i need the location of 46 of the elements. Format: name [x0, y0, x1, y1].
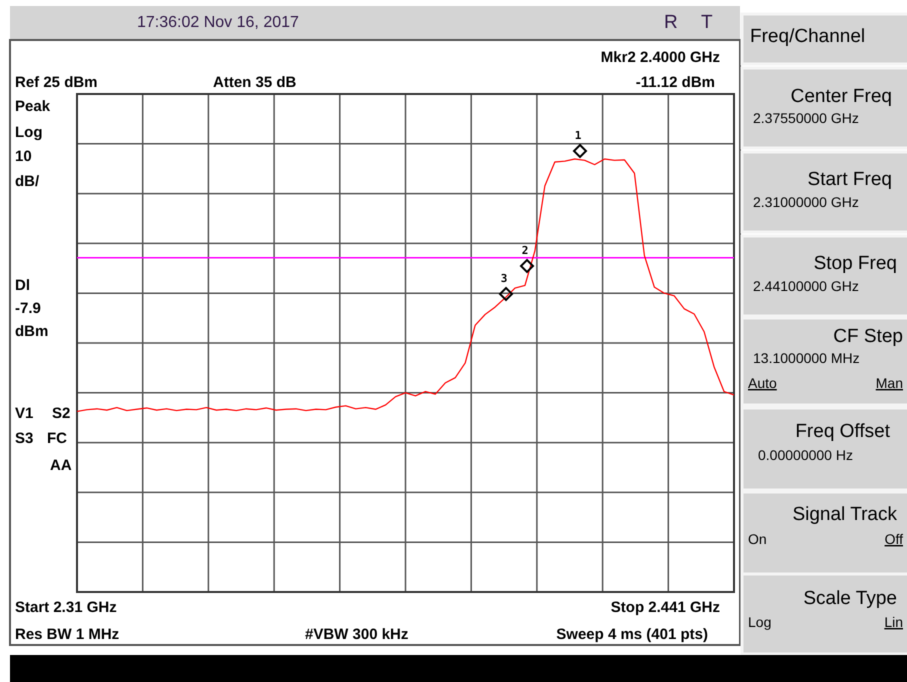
text: -7.9 — [15, 300, 41, 317]
text: Log — [748, 614, 772, 630]
text: CF Step — [833, 326, 903, 347]
text: Stop 2.441 GHz — [610, 599, 720, 616]
text: Start 2.31 GHz — [15, 599, 117, 616]
text: Log — [15, 124, 42, 141]
text: Stop Freq — [814, 253, 897, 274]
text: -11.12 dBm — [636, 74, 715, 91]
text: Auto — [748, 375, 778, 391]
text: FC — [47, 430, 68, 447]
text: Mkr2 2.4000 GHz — [600, 49, 720, 66]
text: 17:36:02 Nov 16, 2017 — [137, 14, 300, 31]
text: Lin — [884, 614, 903, 630]
text: 13.1000000 MHz — [753, 350, 860, 366]
text: Off — [884, 531, 904, 547]
text: Res BW 1 MHz — [15, 626, 120, 643]
text: On — [748, 531, 767, 547]
text: Atten 35 dB — [213, 74, 297, 91]
text: Freq Offset — [795, 421, 891, 442]
text: Center Freq — [790, 86, 892, 107]
text: Start Freq — [808, 169, 892, 190]
text: Dl — [15, 277, 30, 294]
annotation: 2 — [522, 244, 528, 257]
text: 0.00000000 Hz — [758, 447, 853, 463]
text: S3 — [15, 430, 34, 447]
text: AA — [50, 457, 72, 474]
text: Sweep 4 ms (401 pts) — [556, 626, 708, 643]
text: #VBW 300 kHz — [305, 626, 408, 643]
text: V1 — [15, 405, 34, 422]
text: Scale Type — [803, 588, 897, 609]
text: S2 — [52, 405, 70, 422]
text: 2.31000000 GHz — [753, 194, 859, 210]
text: 10 — [15, 148, 32, 165]
text: R — [664, 12, 678, 33]
text: T — [701, 12, 713, 33]
text: Peak — [15, 98, 51, 115]
text: dBm — [15, 323, 48, 340]
text: 2.37550000 GHz — [753, 110, 859, 126]
text: 1 — [574, 129, 582, 142]
text: Freq/Channel — [750, 26, 866, 47]
text: dB/ — [15, 173, 40, 190]
text: 2.44100000 GHz — [753, 278, 859, 294]
text: Man — [876, 375, 903, 391]
text: Ref 25 dBm — [15, 74, 98, 91]
annotation: 3 — [500, 272, 508, 285]
text: Signal Track — [792, 504, 898, 525]
